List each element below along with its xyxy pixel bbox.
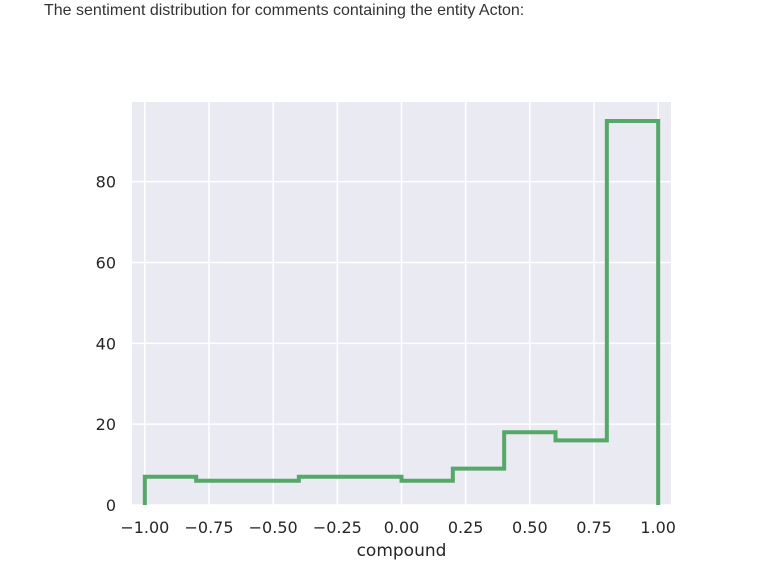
x-tick-label: −1.00 (120, 518, 169, 537)
y-tick-label: 60 (96, 253, 116, 272)
x-axis-label: compound (357, 541, 447, 561)
y-tick-label: 40 (96, 334, 116, 353)
y-tick-label: 80 (96, 173, 116, 192)
x-tick-label: 1.00 (640, 518, 676, 537)
x-tick-label: 0.00 (384, 518, 420, 537)
x-tick-label: 0.75 (576, 518, 612, 537)
y-tick-label: 0 (106, 496, 116, 515)
x-tick-label: −0.50 (249, 518, 298, 537)
x-tick-label: 0.50 (512, 518, 548, 537)
y-tick-label: 20 (96, 415, 116, 434)
page-caption: The sentiment distribution for comments … (44, 2, 525, 19)
tick-labels: −1.00 −0.75 −0.50 −0.25 0.00 0.25 0.50 0.75 1.00… (96, 173, 676, 537)
x-tick-label: 0.25 (448, 518, 484, 537)
x-tick-label: −0.75 (184, 518, 233, 537)
x-tick-label: −0.25 (313, 518, 362, 537)
series-layer (142, 119, 661, 505)
histogram-step-line (142, 119, 661, 505)
